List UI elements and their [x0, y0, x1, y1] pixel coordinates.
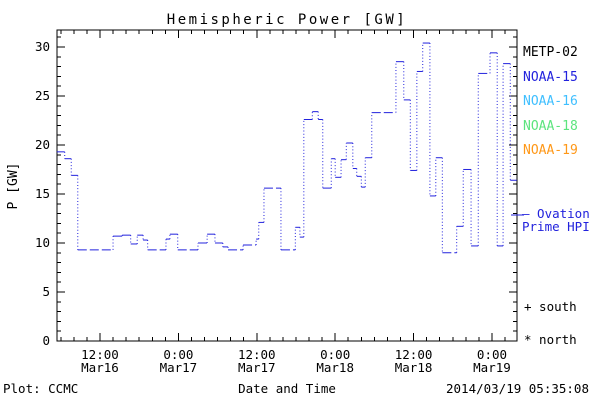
south-marker-key: + south: [524, 299, 577, 314]
legend-item-metp02: METP-02: [523, 41, 578, 66]
svg-text:10: 10: [35, 235, 50, 250]
ovation-series-label: — Ovation Prime HPI: [522, 207, 590, 233]
legend-label: NOAA-15: [523, 69, 578, 85]
legend-label: METP-02: [523, 45, 578, 60]
legend-item-noaa16: NOAA-16: [523, 90, 578, 115]
x-axis-title: Date and Time: [238, 381, 336, 396]
legend-label: NOAA-18: [523, 118, 578, 134]
plot-credit: Plot: CCMC: [3, 381, 79, 396]
legend-item-noaa15: NOAA-15: [523, 66, 578, 91]
svg-text:15: 15: [35, 186, 50, 201]
svg-text:30: 30: [35, 39, 50, 54]
ovation-series-label-line1: — Ovation: [522, 206, 590, 221]
svg-text:0:00: 0:00: [163, 347, 193, 362]
svg-text:0: 0: [42, 333, 50, 348]
svg-text:Mar18: Mar18: [316, 360, 354, 375]
ovation-series-label-line2: Prime HPI: [522, 219, 590, 234]
svg-text:12:00: 12:00: [238, 347, 276, 362]
chart-title: Hemispheric Power [GW]: [166, 12, 408, 28]
y-axis-title: P [GW]: [6, 162, 21, 210]
svg-text:12:00: 12:00: [81, 347, 119, 362]
svg-text:20: 20: [35, 137, 50, 152]
north-marker-key: * north: [524, 332, 577, 347]
legend-label: NOAA-19: [523, 143, 578, 158]
svg-text:5: 5: [42, 284, 50, 299]
svg-text:Mar18: Mar18: [395, 360, 433, 375]
legend-item-noaa19: NOAA-19: [523, 139, 578, 164]
svg-text:Mar17: Mar17: [238, 360, 276, 375]
svg-text:Mar17: Mar17: [160, 360, 198, 375]
plot-timestamp: 2014/03/19 05:35:08: [446, 381, 589, 396]
svg-text:Mar19: Mar19: [473, 360, 511, 375]
svg-text:Mar16: Mar16: [81, 360, 119, 375]
svg-text:25: 25: [35, 88, 50, 103]
legend-label: NOAA-16: [523, 94, 578, 109]
svg-text:0:00: 0:00: [320, 347, 350, 362]
satellite-legend: METP-02 NOAA-15 NOAA-16 NOAA-18 NOAA-19: [523, 41, 578, 164]
svg-text:0:00: 0:00: [477, 347, 507, 362]
svg-text:12:00: 12:00: [395, 347, 433, 362]
legend-item-noaa18: NOAA-18: [523, 115, 578, 140]
